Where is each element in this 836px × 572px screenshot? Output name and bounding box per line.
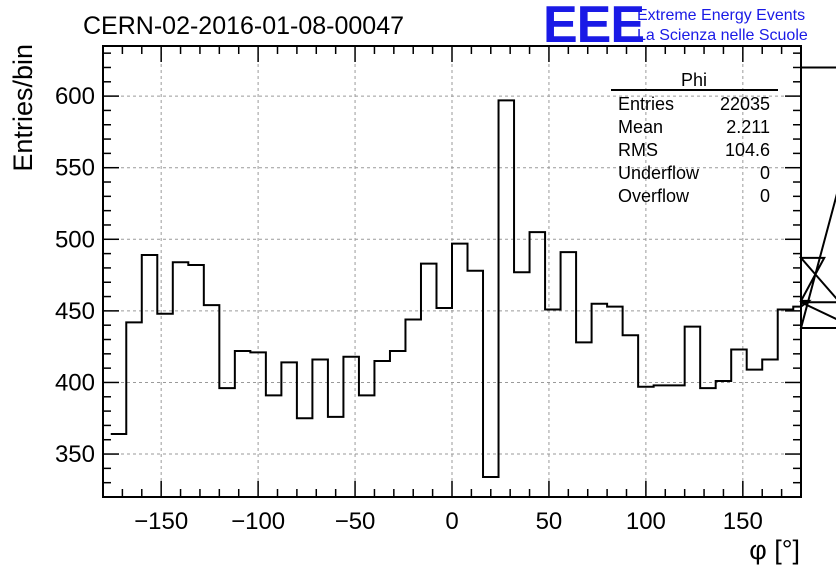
x-tick-label: 0 <box>445 508 458 535</box>
x-tick-label: 100 <box>626 508 666 535</box>
y-tick-label: 550 <box>55 155 95 182</box>
y-tick-label: 500 <box>55 226 95 253</box>
eee-logo-line1: Extreme Energy Events <box>637 7 805 24</box>
eee-logo-mark: EEE <box>543 0 644 54</box>
stats-overflow-value: 0 <box>760 186 770 206</box>
y-tick-label: 400 <box>55 369 95 396</box>
stats-rms-label: RMS <box>618 140 658 160</box>
x-tick-label: −100 <box>231 508 285 535</box>
stats-underflow-label: Underflow <box>618 163 700 183</box>
y-tick-label: 450 <box>55 298 95 325</box>
stats-rms-value: 104.6 <box>725 140 770 160</box>
x-tick-label: −150 <box>134 508 188 535</box>
stats-mean-label: Mean <box>618 117 663 137</box>
histogram-series <box>110 66 836 478</box>
axis-ticks <box>102 46 802 498</box>
y-axis-label: Entries/bin <box>8 44 38 172</box>
chart-title: CERN-02-2016-01-08-00047 <box>83 12 404 40</box>
x-tick-label: 50 <box>536 508 563 535</box>
stats-mean-value: 2.211 <box>726 117 770 137</box>
eee-logo-line2: La Scienza nelle Scuole <box>637 27 808 44</box>
stats-entries-label: Entries <box>618 94 674 114</box>
y-tick-label: 600 <box>55 83 95 110</box>
stats-overflow-label: Overflow <box>618 186 690 206</box>
stats-box: Phi Entries 22035 Mean 2.211 RMS 104.6 U… <box>611 70 778 206</box>
x-tick-label: 150 <box>723 508 763 535</box>
stats-box-title: Phi <box>681 70 707 90</box>
eee-logo: EEE Extreme Energy Events La Scienza nel… <box>543 0 808 54</box>
stats-entries-value: 22035 <box>720 94 770 114</box>
axis-tick-labels: −150 −100 −50 0 50 100 150 350 400 450 500 550 600 <box>55 83 763 535</box>
x-axis-label: φ [°] <box>749 535 800 565</box>
x-tick-label: −50 <box>335 508 376 535</box>
y-tick-label: 350 <box>55 441 95 468</box>
stats-underflow-value: 0 <box>760 163 770 183</box>
